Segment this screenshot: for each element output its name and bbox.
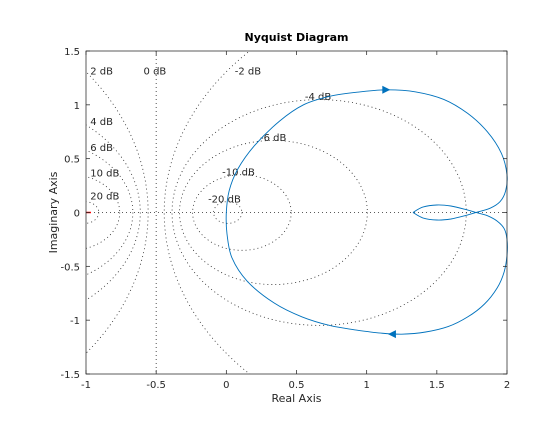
axis-ticks: -1 -0.5 0 0.5 1 1.5 2-1.5-1-0.500.511.5 bbox=[60, 47, 510, 391]
mcircle-20db bbox=[86, 201, 100, 224]
mcircle-2db bbox=[86, 71, 149, 354]
x-axis-label: Real Axis bbox=[271, 392, 321, 405]
y-tick-label: 0 bbox=[74, 209, 80, 220]
y-tick-label: 1 bbox=[74, 101, 80, 112]
y-axis-label: Imaginary Axis bbox=[47, 171, 60, 253]
mcircle-label: -6 dB bbox=[260, 133, 286, 144]
y-tick-label: -1.5 bbox=[60, 370, 80, 381]
x-tick-label: -0.5 bbox=[146, 380, 166, 391]
mcircle-label: 20 dB bbox=[90, 191, 119, 202]
x-tick-label: 0.5 bbox=[289, 380, 305, 391]
x-tick-label: 0 bbox=[223, 380, 229, 391]
mcircle-label: -4 dB bbox=[305, 92, 331, 103]
chart-title: Nyquist Diagram bbox=[245, 31, 349, 44]
y-tick-label: -1 bbox=[70, 316, 80, 327]
mcircle-4db bbox=[86, 124, 141, 301]
mcircle-label: -20 dB bbox=[208, 195, 241, 206]
mcircle-label: 10 dB bbox=[90, 169, 119, 180]
mcircle-label: 0 dB bbox=[144, 66, 167, 77]
direction-arrow bbox=[387, 330, 396, 339]
mcircle-6db bbox=[86, 149, 134, 276]
mcircle-10db bbox=[86, 176, 121, 249]
mcircle-label: 2 dB bbox=[90, 66, 113, 77]
mcircle-labels: 20 dB 10 dB 6 dB 4 dB 2 dB 0 dB -2 dB -4 dB -6 d… bbox=[90, 66, 331, 205]
nyquist-curve bbox=[86, 85, 508, 339]
x-tick-label: 1.5 bbox=[429, 380, 445, 391]
x-tick-label: 1 bbox=[363, 380, 369, 391]
nyquist-series-line bbox=[225, 89, 508, 335]
y-tick-label: 0.5 bbox=[64, 155, 80, 166]
y-tick-label: 1.5 bbox=[64, 47, 80, 58]
y-tick-label: -0.5 bbox=[60, 262, 80, 273]
mcircle-label: 6 dB bbox=[90, 143, 113, 154]
mcircle-label: -10 dB bbox=[222, 168, 255, 179]
mcircle--6db bbox=[179, 140, 368, 285]
mcircle-label: -2 dB bbox=[235, 66, 261, 77]
mcircle--10db bbox=[192, 174, 292, 251]
mcircle--4db bbox=[171, 99, 467, 326]
mcircle-label: 4 dB bbox=[90, 117, 113, 128]
x-tick-label: -1 bbox=[81, 380, 91, 391]
x-tick-label: 2 bbox=[504, 380, 510, 391]
direction-arrow bbox=[382, 85, 391, 94]
